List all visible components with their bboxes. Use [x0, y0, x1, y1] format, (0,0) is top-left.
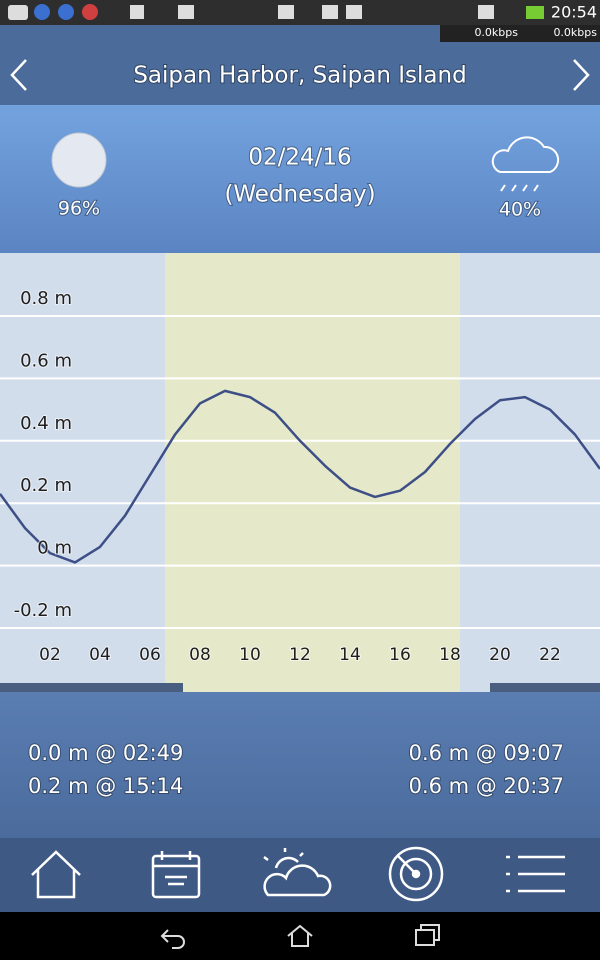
- x-tick-label: 10: [239, 645, 261, 665]
- tide-line: [0, 389, 600, 564]
- tab-bar: [0, 838, 600, 912]
- y-tick-label: 0 m: [37, 538, 72, 559]
- x-tick-label: 06: [139, 645, 161, 665]
- menu-tab[interactable]: [506, 855, 565, 893]
- calendar-tab[interactable]: [151, 851, 201, 899]
- home-tab[interactable]: [31, 850, 81, 899]
- location-title: Saipan Harbor, Saipan Island: [133, 63, 466, 89]
- next-button[interactable]: [573, 59, 590, 91]
- status-icons: [8, 4, 544, 20]
- x-tick-label: 04: [89, 645, 111, 665]
- y-tick-label: 0.4 m: [20, 413, 72, 434]
- date: 02/24/16: [248, 145, 351, 171]
- speed-bar: [440, 25, 600, 42]
- tide-chart: 0.8 m 0.6 m 0.4 m 0.2 m 0 m -0.2 m 02 04 06 08 10 1…: [0, 253, 600, 692]
- x-tick-label: 14: [339, 645, 361, 665]
- rain-icon: [491, 136, 560, 192]
- daylight-band: [165, 253, 460, 692]
- x-tick-label: 22: [539, 645, 561, 665]
- y-tick-label: -0.2 m: [14, 600, 72, 621]
- x-tick-label: 08: [189, 645, 211, 665]
- y-tick-label: 0.8 m: [20, 288, 72, 309]
- recents-button[interactable]: [415, 924, 440, 946]
- y-tick-label: 0.6 m: [20, 350, 72, 371]
- weekday: (Wednesday): [224, 182, 375, 208]
- system-nav: [0, 912, 600, 960]
- tide-low: 0.2 m @ 15:14: [28, 774, 183, 798]
- moon-illumination: 96%: [58, 198, 100, 220]
- tide-panel: [0, 692, 600, 838]
- scroll-right: [490, 683, 600, 692]
- back-button[interactable]: [160, 929, 185, 949]
- clock: 20:54: [551, 3, 597, 22]
- summary-panel: [0, 105, 600, 253]
- x-tick-label: 16: [389, 645, 411, 665]
- upload-speed: 0.0kbps: [474, 26, 518, 39]
- home-button[interactable]: [287, 924, 313, 947]
- x-tick-label: 20: [489, 645, 511, 665]
- tide-low: 0.0 m @ 02:49: [28, 741, 183, 765]
- forecast-tab[interactable]: [263, 848, 332, 897]
- download-speed: 0.0kbps: [553, 26, 597, 39]
- x-tick-label: 02: [39, 645, 61, 665]
- moon-icon: [51, 132, 107, 188]
- x-tick-label: 18: [439, 645, 461, 665]
- prev-button[interactable]: [10, 59, 27, 91]
- y-tick-label: 0.2 m: [20, 475, 72, 496]
- tide-high: 0.6 m @ 20:37: [409, 774, 564, 798]
- status-bar: [0, 0, 600, 25]
- tide-high: 0.6 m @ 09:07: [409, 741, 564, 765]
- radar-tab[interactable]: [388, 846, 444, 902]
- x-tick-label: 12: [289, 645, 311, 665]
- scroll-left: [0, 683, 183, 692]
- rain-chance: 40%: [499, 199, 541, 221]
